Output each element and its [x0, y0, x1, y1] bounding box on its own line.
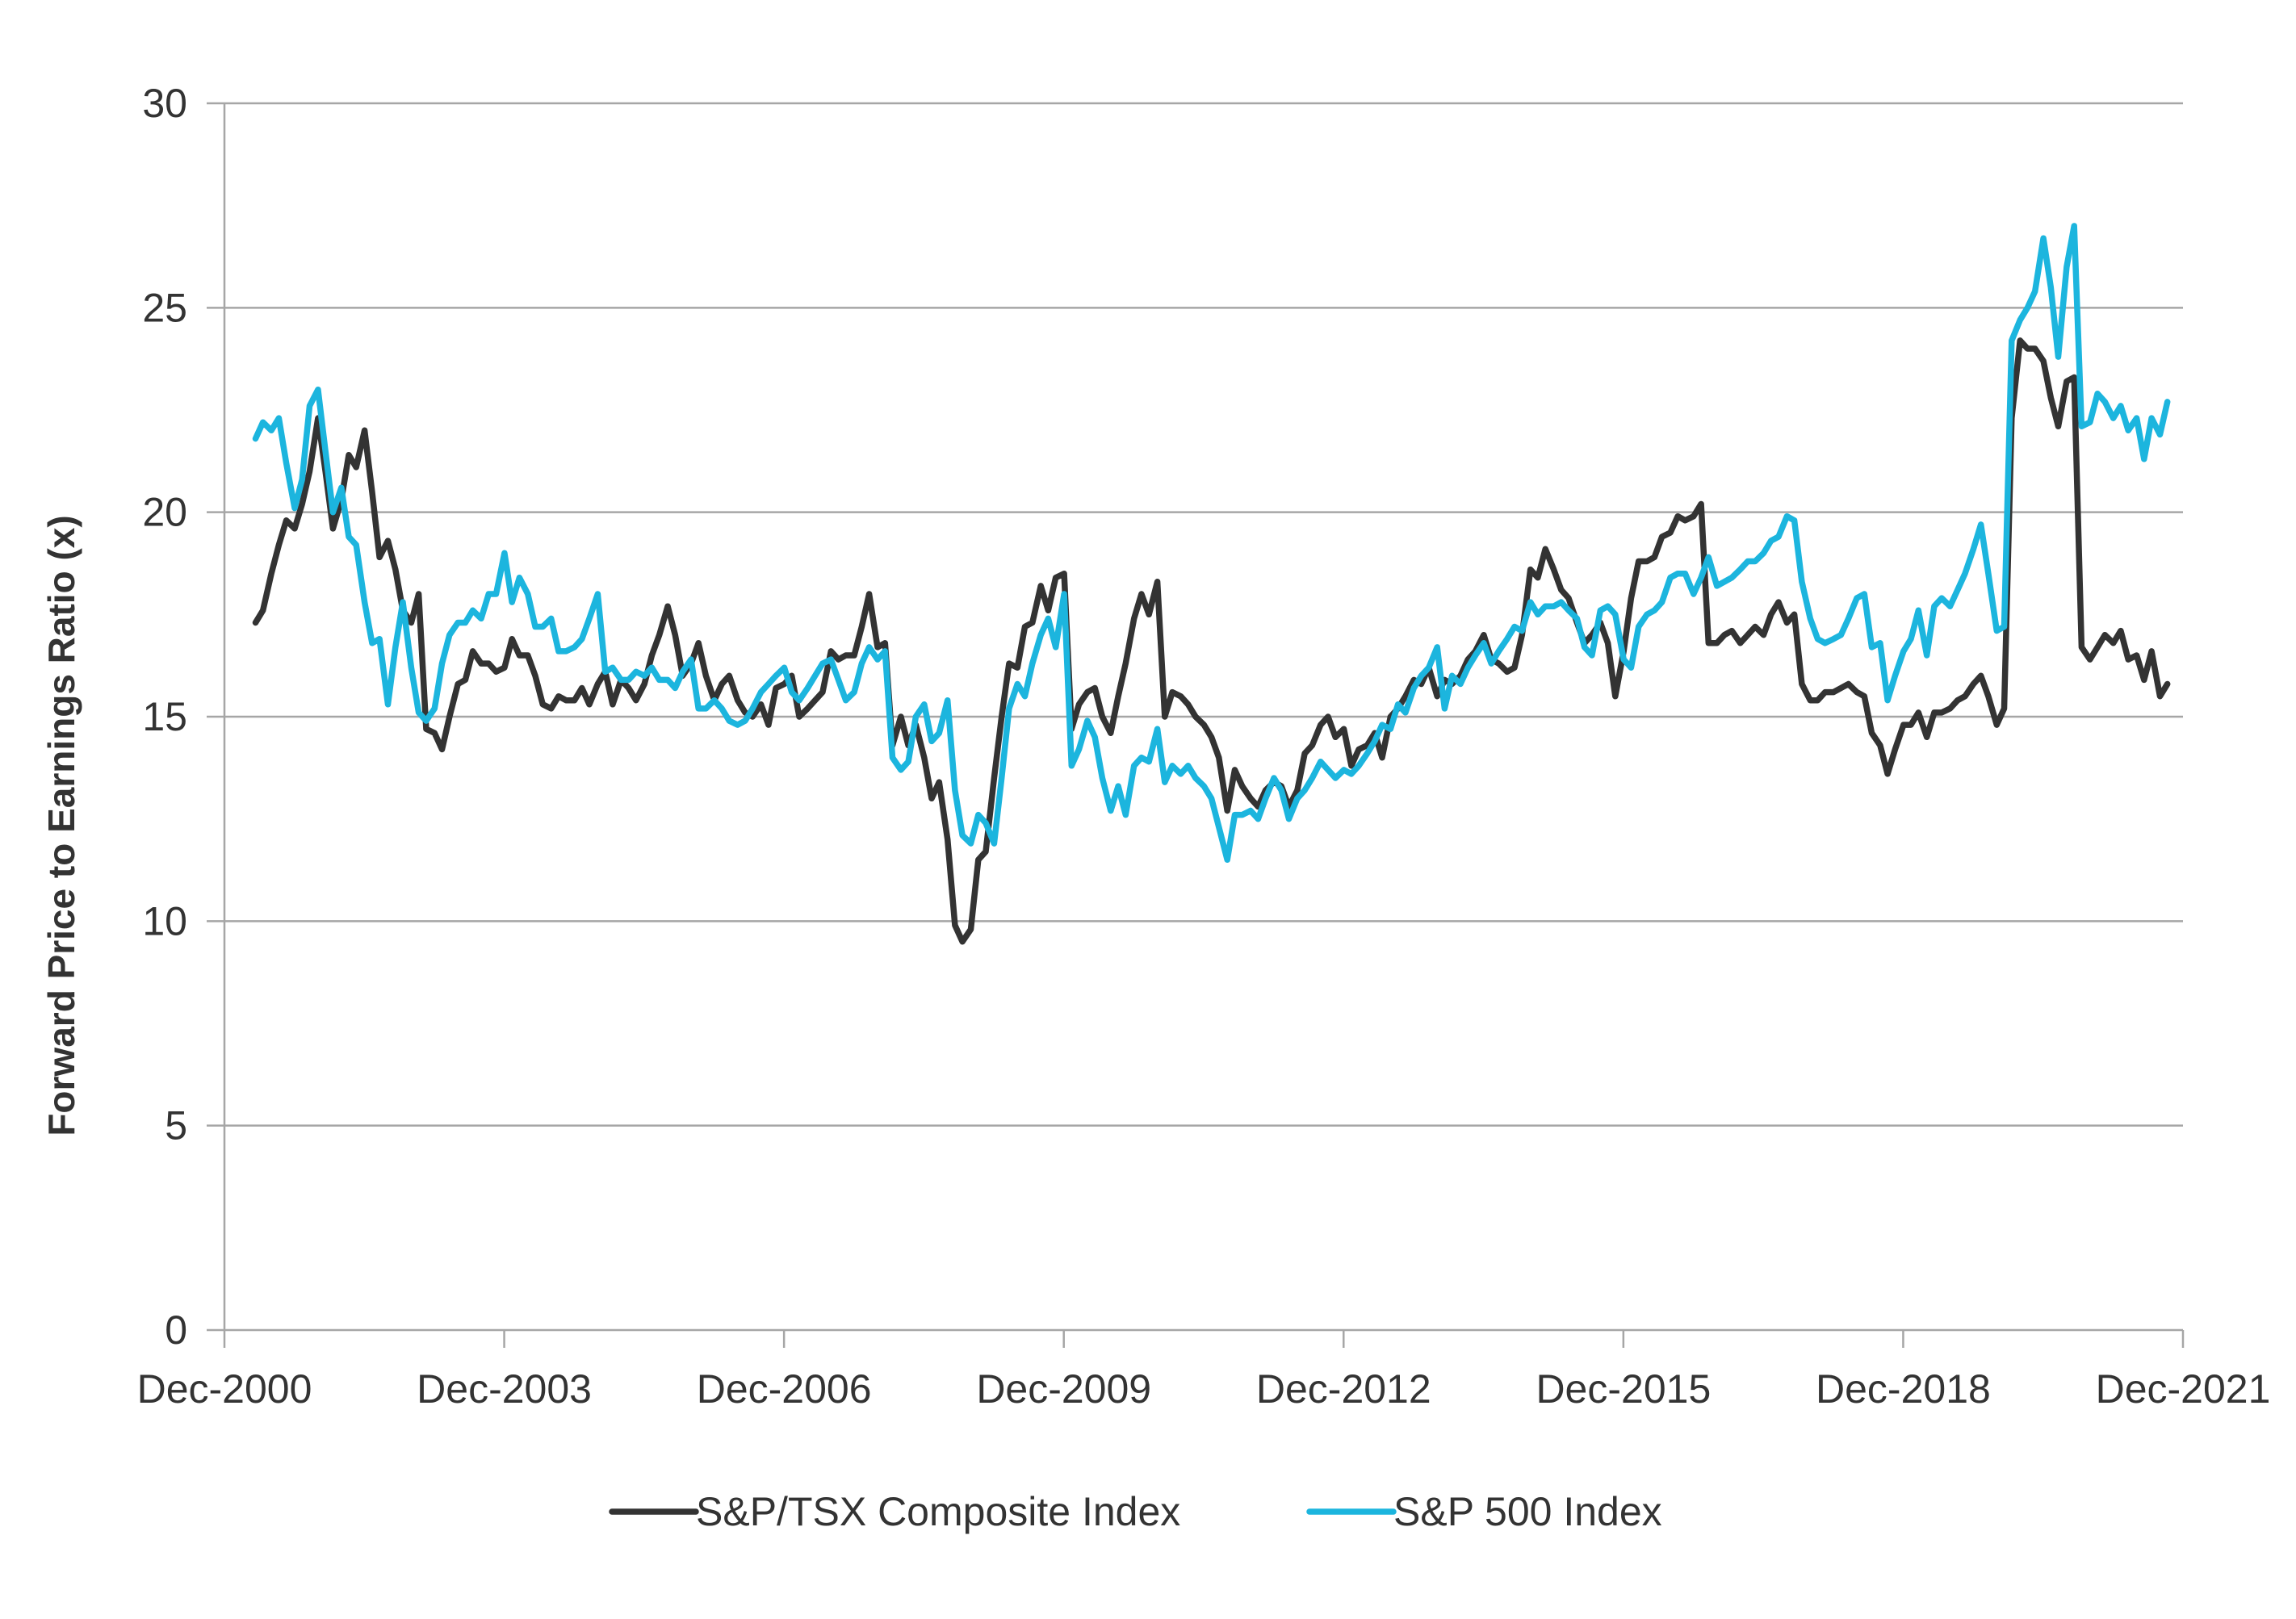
y-tick-label: 25: [142, 285, 187, 330]
y-tick-label: 15: [142, 694, 187, 739]
x-tick-label: Dec-2009: [976, 1366, 1151, 1412]
y-tick-label: 5: [165, 1103, 187, 1148]
series-layer: [252, 223, 2171, 945]
axis-layer: 0 5 10 15 20 25 30 Dec-2000 Dec-2003 Dec-2006 Dec-…: [137, 81, 2271, 1412]
y-axis-title: Forward Price to Earnings Ratio (x): [40, 515, 82, 1136]
series-line-1: [252, 223, 2171, 864]
grid-layer: [224, 102, 2183, 1127]
y-tick-label: 0: [165, 1307, 187, 1353]
y-tick-label: 30: [142, 81, 187, 126]
x-tick-label: Dec-2012: [1256, 1366, 1431, 1412]
x-tick-label: Dec-2006: [697, 1366, 872, 1412]
series-line-0: [252, 337, 2171, 945]
x-tick-label: Dec-2003: [417, 1366, 592, 1412]
legend-label-sp500: S&P 500 Index: [1393, 1489, 1662, 1534]
y-tick-label: 10: [142, 898, 187, 943]
x-tick-label: Dec-2015: [1536, 1366, 1711, 1412]
x-tick-label: Dec-2000: [137, 1366, 312, 1412]
x-tick-label: Dec-2021: [2096, 1366, 2271, 1412]
x-tick-label: Dec-2018: [1816, 1366, 1991, 1412]
y-tick-label: 20: [142, 490, 187, 535]
legend: S&P/TSX Composite Index S&P 500 Index: [609, 1489, 1662, 1534]
legend-label-tsx: S&P/TSX Composite Index: [696, 1489, 1180, 1534]
